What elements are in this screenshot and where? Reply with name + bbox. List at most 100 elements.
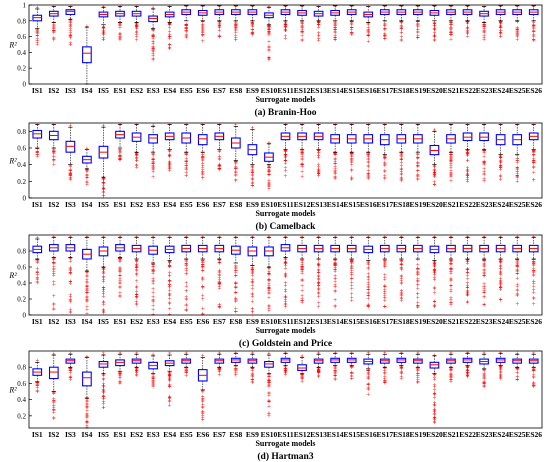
outlier-point: + — [168, 166, 172, 174]
outlier-point: + — [416, 150, 420, 158]
outlier-point: + — [35, 257, 39, 265]
outlier-point: + — [366, 172, 370, 180]
outlier-point: + — [300, 148, 304, 156]
outlier-point: + — [250, 30, 254, 38]
outlier-point: + — [184, 166, 188, 174]
outlier-point: + — [234, 165, 238, 173]
y-tick-label: 0.2 — [17, 65, 26, 73]
box-ES24: ++++++++++++++++++++++++++++++ — [495, 235, 506, 304]
outlier-point: + — [482, 171, 486, 179]
outlier-point: + — [168, 45, 172, 53]
x-tick-label: ES20 — [426, 200, 443, 209]
outlier-point: + — [300, 148, 304, 156]
outlier-point: + — [317, 167, 321, 175]
outlier-point: + — [333, 33, 337, 41]
outlier-point: + — [383, 152, 387, 160]
outlier-point: + — [234, 19, 238, 27]
outlier-point: + — [151, 151, 155, 159]
outlier-point: + — [35, 274, 39, 282]
outlier-point: + — [383, 152, 387, 160]
outlier-point: + — [399, 162, 403, 170]
outlier-point: + — [267, 25, 271, 33]
outlier-point: + — [85, 285, 89, 293]
outlier-point: + — [350, 269, 354, 277]
x-tick-label: ES22 — [459, 430, 476, 439]
x-tick-label: ES10 — [261, 200, 278, 209]
outlier-point: + — [35, 35, 39, 43]
outlier-point: + — [52, 399, 56, 407]
outlier-point: + — [168, 40, 172, 48]
outlier-point: + — [68, 254, 72, 262]
outlier-point: + — [416, 284, 420, 292]
outlier-point: + — [217, 278, 221, 286]
outlier-point: + — [250, 21, 254, 29]
x-tick-label: ES9 — [246, 317, 259, 326]
box-ES16: +++++++++++++++++++++++ — [363, 351, 374, 398]
x-tick-label: ES24 — [492, 200, 509, 209]
box-IS5: ++++++++++++++++++++ — [98, 124, 109, 200]
outlier-point: + — [366, 384, 370, 392]
x-tick-label: ES7 — [213, 317, 226, 326]
outlier-point: + — [217, 22, 221, 30]
outlier-point: + — [449, 373, 453, 381]
outlier-point: + — [333, 18, 337, 26]
outlier-point: + — [383, 172, 387, 180]
outlier-point: + — [449, 268, 453, 276]
outlier-point: + — [482, 21, 486, 29]
outlier-point: + — [168, 165, 172, 173]
outlier-point: + — [267, 141, 271, 147]
outlier-point: + — [366, 292, 370, 300]
outlier-point: + — [184, 150, 188, 158]
outlier-point: + — [399, 25, 403, 33]
outlier-point: + — [118, 20, 122, 28]
outlier-point: + — [449, 169, 453, 177]
box-ES7: +++++++++++++++++++++ — [214, 122, 225, 174]
box-ES5: ++++++++++++++++++++++ — [181, 122, 192, 180]
outlier-point: + — [118, 284, 122, 292]
y-tick-label: 0.4 — [17, 49, 26, 57]
outlier-point: + — [151, 151, 155, 159]
x-tick-label: ES6 — [196, 86, 209, 95]
outlier-point: + — [317, 17, 321, 25]
outlier-point: + — [52, 23, 56, 31]
box-IS4: ++++++++++++++++++++++++++++++ — [82, 234, 92, 318]
outlier-point: + — [432, 410, 436, 418]
outlier-point: + — [184, 295, 188, 303]
outlier-point: + — [151, 263, 155, 271]
outlier-point: + — [184, 25, 188, 33]
outlier-point: + — [399, 156, 403, 164]
outlier-point: + — [35, 145, 39, 153]
outlier-point: + — [333, 22, 337, 30]
outlier-point: + — [68, 297, 72, 305]
outlier-point: + — [284, 20, 288, 28]
outlier-point: + — [267, 181, 271, 189]
outlier-point: + — [68, 269, 72, 277]
outlier-point: + — [317, 146, 321, 154]
outlier-point: + — [366, 24, 370, 32]
outlier-point: + — [85, 269, 89, 277]
outlier-point: + — [449, 151, 453, 159]
outlier-point: + — [482, 34, 486, 42]
outlier-point: + — [184, 150, 188, 158]
outlier-point: + — [234, 29, 238, 37]
outlier-point: + — [515, 172, 519, 180]
outlier-point: + — [515, 33, 519, 41]
outlier-point: + — [515, 151, 519, 159]
outlier-point: + — [499, 4, 503, 10]
outlier-point: + — [184, 21, 188, 29]
outlier-point: + — [366, 158, 370, 166]
outlier-point: + — [250, 28, 254, 36]
outlier-point: + — [284, 147, 288, 155]
outlier-point: + — [267, 54, 271, 62]
outlier-point: + — [333, 26, 337, 34]
outlier-point: + — [217, 148, 221, 156]
outlier-point: + — [466, 174, 470, 182]
outlier-point: + — [118, 33, 122, 41]
outlier-point: + — [250, 19, 254, 27]
box-ES3: ++++++++++++++++++++++ — [148, 123, 158, 181]
outlier-point: + — [399, 18, 403, 26]
outlier-point: + — [284, 151, 288, 159]
outlier-point: + — [300, 4, 304, 10]
outlier-point: + — [69, 123, 73, 129]
outlier-point: + — [85, 271, 89, 279]
